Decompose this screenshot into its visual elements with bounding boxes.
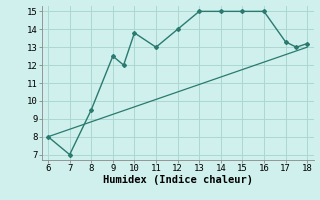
X-axis label: Humidex (Indice chaleur): Humidex (Indice chaleur) (103, 175, 252, 185)
